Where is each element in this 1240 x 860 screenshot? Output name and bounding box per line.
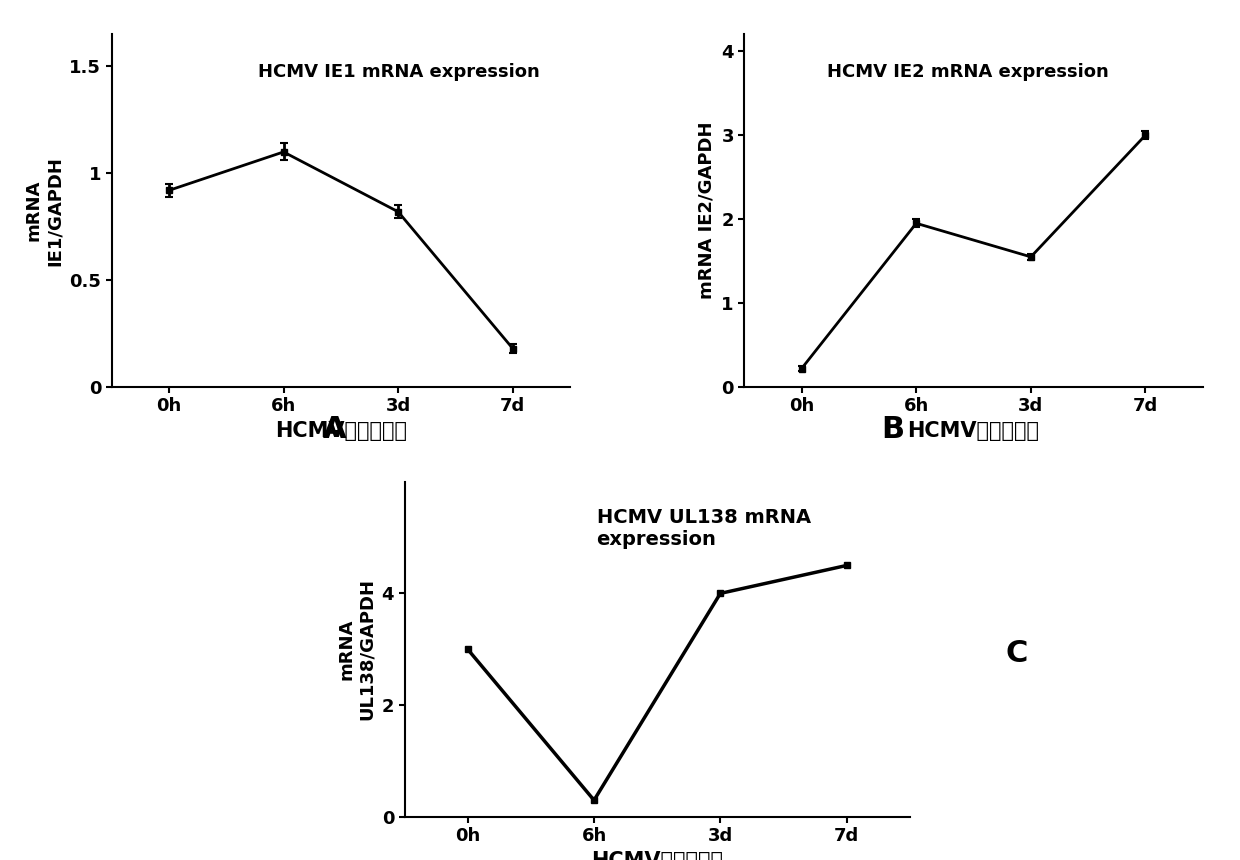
Y-axis label: mRNA IE2/GAPDH: mRNA IE2/GAPDH xyxy=(698,122,715,299)
Text: HCMV UL138 mRNA
expression: HCMV UL138 mRNA expression xyxy=(596,508,811,550)
X-axis label: HCMV感染后时间: HCMV感染后时间 xyxy=(275,421,407,441)
X-axis label: HCMV感染后时间: HCMV感染后时间 xyxy=(591,851,723,860)
Y-axis label: mRNA
UL138/GAPDH: mRNA UL138/GAPDH xyxy=(337,578,376,721)
Y-axis label: mRNA
IE1/GAPDH: mRNA IE1/GAPDH xyxy=(25,156,63,266)
Text: A: A xyxy=(322,415,347,445)
X-axis label: HCMV感染后时间: HCMV感染后时间 xyxy=(908,421,1039,441)
Text: HCMV IE1 mRNA expression: HCMV IE1 mRNA expression xyxy=(258,63,541,81)
Text: HCMV IE2 mRNA expression: HCMV IE2 mRNA expression xyxy=(827,63,1109,81)
Text: C: C xyxy=(1006,639,1028,668)
Text: B: B xyxy=(882,415,904,445)
